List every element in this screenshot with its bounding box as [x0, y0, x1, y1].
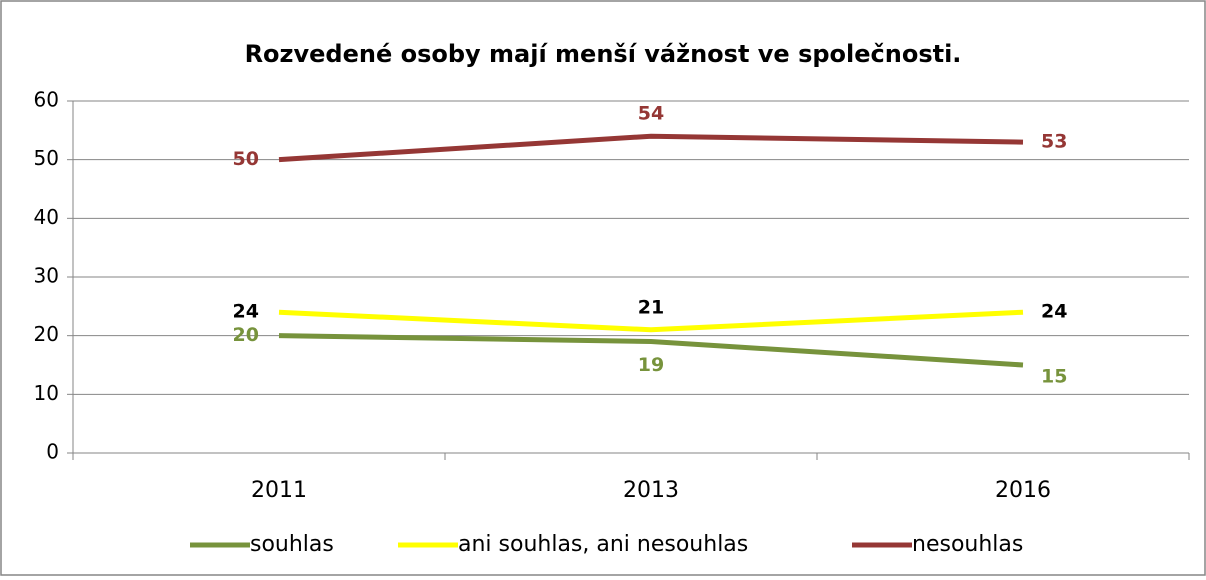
y-tick-label: 40: [34, 205, 59, 229]
legend-label: nesouhlas: [912, 532, 1023, 557]
data-label: 54: [638, 103, 664, 125]
x-tick-label: 2013: [623, 478, 679, 503]
data-label: 50: [233, 148, 259, 170]
data-label: 24: [233, 301, 259, 323]
data-label: 21: [638, 296, 664, 318]
data-label: 19: [638, 354, 664, 376]
series-line: [278, 133, 1024, 163]
y-tick-label: 60: [34, 88, 59, 112]
legend-label: ani souhlas, ani nesouhlas: [458, 532, 748, 557]
legend-label: souhlas: [250, 532, 334, 557]
series-line: [278, 309, 1024, 333]
y-tick-label: 50: [34, 146, 59, 170]
data-label: 15: [1041, 366, 1067, 388]
x-tick-label: 2016: [995, 478, 1051, 503]
y-tick-label: 20: [34, 322, 59, 346]
y-tick-label: 10: [34, 381, 59, 405]
y-tick-label: 30: [34, 264, 59, 288]
data-label: 20: [233, 324, 259, 346]
data-label: 53: [1041, 131, 1067, 153]
chart-title: Rozvedené osoby mají menší vážnost ve sp…: [245, 40, 962, 68]
data-label: 24: [1041, 301, 1067, 323]
series-line: [278, 333, 1024, 368]
y-tick-label: 0: [46, 440, 59, 464]
x-tick-label: 2011: [251, 478, 307, 503]
